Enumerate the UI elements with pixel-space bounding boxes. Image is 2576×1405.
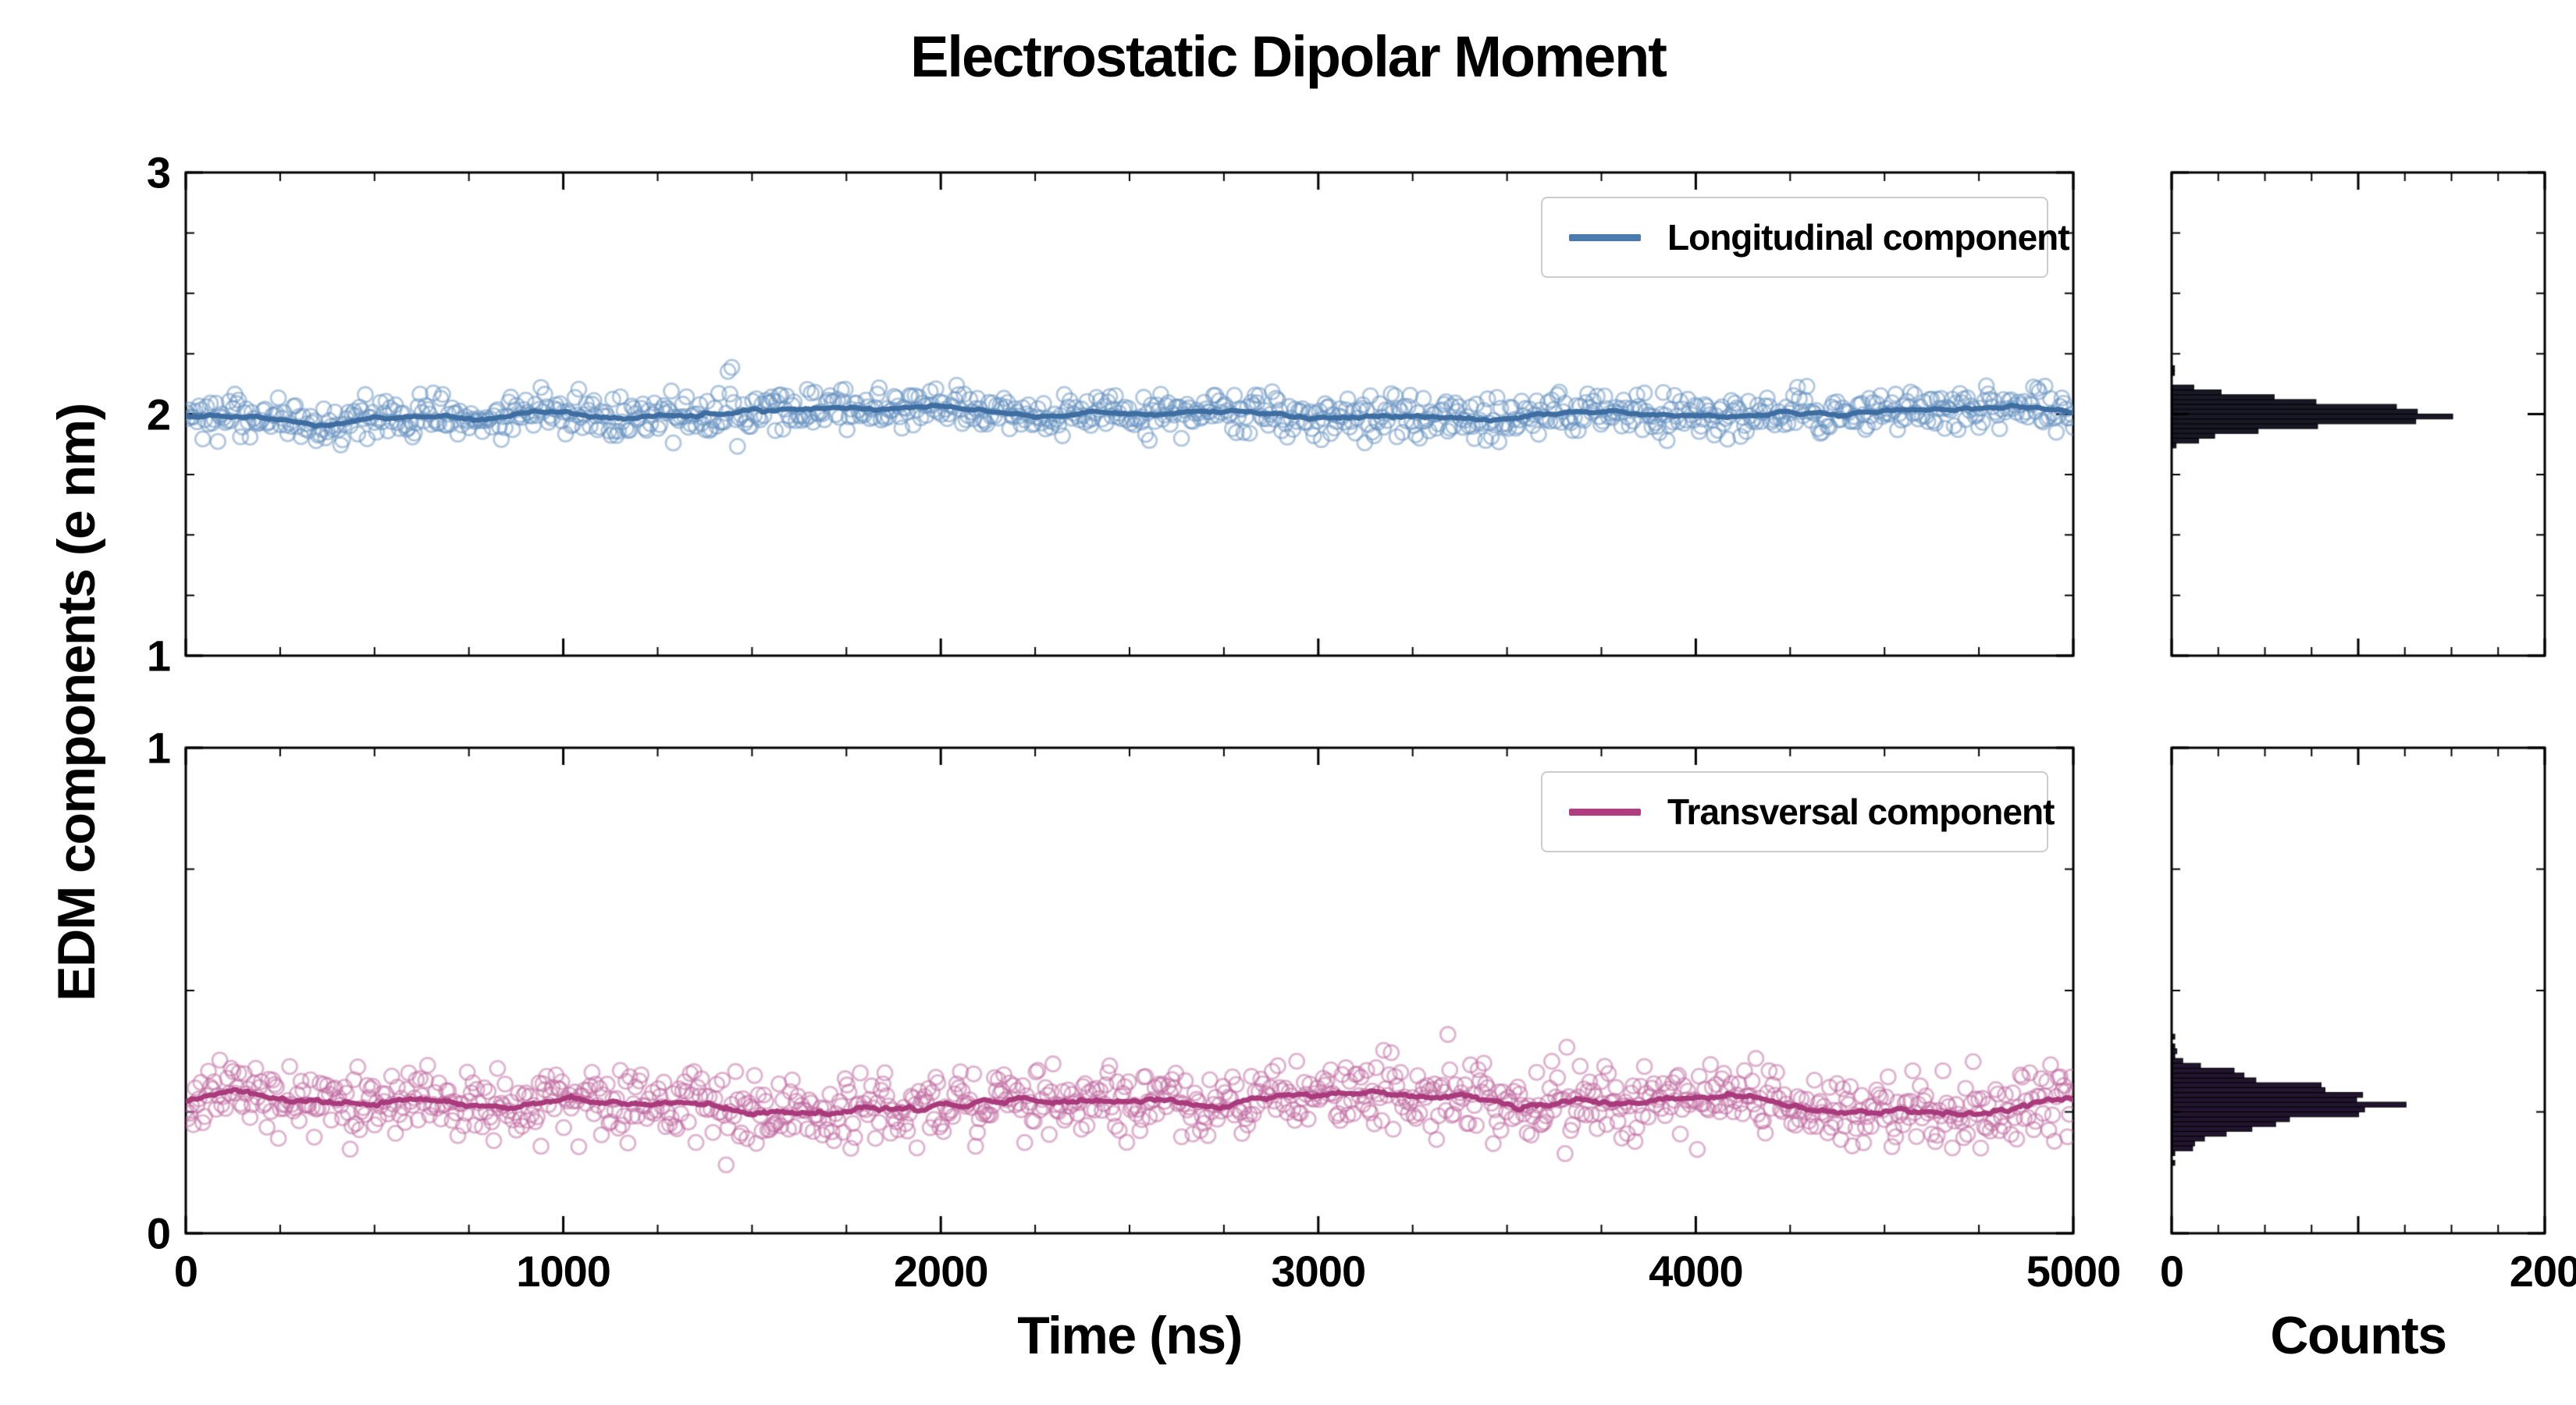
tick-label: 0	[173, 1247, 198, 1296]
tick-label: 4000	[1649, 1247, 1744, 1296]
tick-label: 3	[146, 148, 171, 197]
legend-longitudinal: Longitudinal component	[1541, 197, 2070, 278]
tick-label: 0	[2159, 1247, 2184, 1296]
tick-label: 1000	[516, 1247, 611, 1296]
tick-label: 200	[2509, 1247, 2576, 1296]
legend-transversal: Transversal component	[1541, 771, 2055, 852]
tick-label: 0	[146, 1208, 171, 1258]
chart-title: Electrostatic Dipolar Moment	[910, 24, 1667, 89]
tick-label: 1	[146, 723, 171, 773]
tick-label: 2000	[893, 1247, 989, 1296]
legend-label-longitudinal: Longitudinal component	[1667, 217, 2070, 258]
tick-label: 3000	[1271, 1247, 1367, 1296]
tick-label: 2	[146, 389, 171, 439]
legend-swatch-longitudinal	[1569, 233, 1641, 241]
tick-label: 1	[146, 631, 171, 681]
counts-axis-label: Counts	[2270, 1306, 2447, 1365]
tick-label: 5000	[2026, 1247, 2122, 1296]
y-axis-label: EDM components (e nm)	[47, 404, 106, 1001]
legend-swatch-transversal	[1569, 808, 1641, 816]
x-axis-label: Time (ns)	[1017, 1306, 1243, 1365]
legend-label-transversal: Transversal component	[1667, 791, 2055, 832]
